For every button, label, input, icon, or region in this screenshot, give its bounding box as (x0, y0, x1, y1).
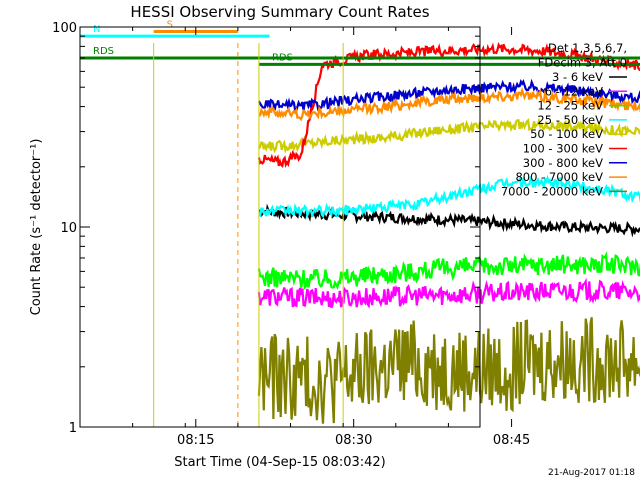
series-3 (258, 175, 640, 220)
legend-entry-1: 6 - 12 keV (545, 84, 603, 98)
legend-header-0: Det 1,3,5,6,7, (548, 41, 627, 55)
x-tick-label-1: 08:30 (335, 433, 372, 448)
legend-entry-7: 800 - 7000 keV (515, 170, 603, 184)
series-layer (257, 42, 640, 424)
legend-entry-8: 7000 - 20000 keV (501, 184, 603, 198)
x-tick-label-0: 08:15 (177, 433, 214, 448)
series-7-segment-0 (258, 87, 640, 122)
legend-header-1: FDecim 3, Att 0 (538, 56, 627, 70)
state-label-1: N (93, 24, 100, 35)
y-tick-label-2: 100 (52, 21, 77, 36)
legend-entry-6: 300 - 800 keV (523, 156, 603, 170)
series-1-segment-0 (257, 277, 640, 309)
series-2-segment-0 (257, 251, 640, 291)
legend-entry-2: 12 - 25 keV (537, 99, 603, 113)
series-4-segment-0 (257, 117, 640, 154)
series-8-segment-0 (257, 317, 640, 424)
footer-timestamp: 21-Aug-2017 01:18 (548, 468, 635, 478)
series-0 (258, 203, 640, 238)
series-6 (257, 78, 640, 113)
legend-entry-5: 100 - 300 keV (523, 142, 603, 156)
state-label-3: RDS (93, 46, 114, 57)
x-axis-label: Start Time (04-Sep-15 08:03:42) (174, 455, 385, 470)
series-3-segment-0 (258, 175, 640, 220)
state-label-4: RDS (272, 52, 293, 63)
series-0-segment-0 (258, 203, 640, 238)
legend-entry-0: 3 - 6 keV (552, 70, 603, 84)
legend-entry-3: 25 - 50 keV (537, 113, 603, 127)
series-6-segment-0 (257, 78, 640, 113)
legend: Det 1,3,5,6,7,FDecim 3, Att 03 - 6 keV6 … (501, 41, 627, 198)
state-label-0: S (167, 19, 173, 30)
y-tick-label-0: 1 (69, 421, 77, 436)
series-8 (257, 317, 640, 424)
y-axis-label: Count Rate (s⁻¹ detector⁻¹) (29, 139, 44, 316)
y-tick-label-1: 10 (60, 221, 77, 236)
chart-title: HESSI Observing Summary Count Rates (130, 3, 429, 21)
x-tick-label-2: 08:45 (493, 433, 530, 448)
series-7 (258, 87, 640, 122)
series-4 (257, 117, 640, 154)
legend-entry-4: 50 - 100 keV (530, 127, 603, 141)
series-2 (257, 251, 640, 291)
series-1 (257, 277, 640, 309)
vline-layer (153, 43, 344, 427)
